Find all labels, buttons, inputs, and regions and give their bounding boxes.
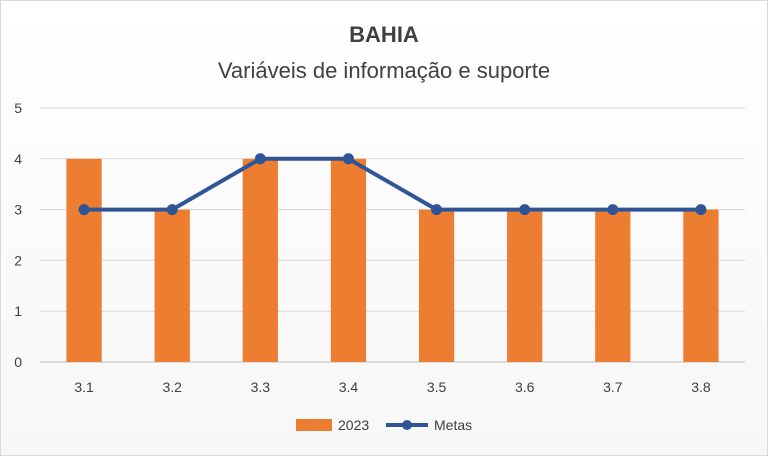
- bar-3.3: [242, 158, 278, 362]
- legend: 2023 Metas: [296, 417, 472, 433]
- point-metas-3.7: [607, 204, 619, 216]
- point-metas-3.1: [78, 204, 90, 216]
- point-metas-3.5: [431, 204, 443, 216]
- y-tick-label: 1: [14, 303, 22, 319]
- chart-subtitle: Variáveis de informação e suporte: [218, 58, 550, 83]
- x-axis-ticks: 3.1 3.2 3.3 3.4 3.5 3.6 3.7 3.8: [74, 379, 711, 395]
- point-metas-3.8: [695, 204, 707, 216]
- y-tick-label: 3: [14, 202, 22, 218]
- y-tick-label: 5: [14, 100, 22, 116]
- legend-marker-metas: [402, 420, 412, 430]
- bar-3.4: [330, 158, 367, 362]
- y-axis-ticks: 0 1 2 3 4 5: [14, 100, 22, 370]
- bar-3.6: [507, 209, 543, 362]
- x-tick-label: 3.5: [427, 379, 447, 395]
- bar-3.8: [683, 209, 719, 362]
- x-tick-label: 3.8: [691, 379, 711, 395]
- legend-label-2023: 2023: [338, 417, 369, 433]
- legend-label-metas: Metas: [434, 417, 472, 433]
- y-tick-label: 2: [14, 252, 22, 268]
- line-series: [78, 153, 707, 216]
- y-tick-label: 4: [14, 151, 22, 167]
- x-tick-label: 3.1: [74, 379, 94, 395]
- point-metas-3.4: [342, 153, 354, 165]
- point-metas-3.2: [166, 204, 178, 216]
- gridlines: [40, 107, 745, 363]
- bar-series: [66, 158, 719, 362]
- x-tick-label: 3.2: [162, 379, 182, 395]
- x-tick-label: 3.3: [251, 379, 271, 395]
- point-metas-3.3: [254, 153, 266, 165]
- y-tick-label: 0: [14, 354, 22, 370]
- chart-title: BAHIA: [349, 22, 419, 47]
- point-metas-3.6: [519, 204, 531, 216]
- bar-3.5: [418, 209, 455, 362]
- line-metas: [84, 156, 701, 212]
- legend-swatch-2023: [296, 419, 332, 431]
- bar-3.1: [66, 158, 102, 362]
- x-tick-label: 3.6: [515, 379, 535, 395]
- x-tick-label: 3.4: [339, 379, 359, 395]
- x-tick-label: 3.7: [603, 379, 623, 395]
- bar-3.2: [154, 209, 190, 362]
- bar-3.7: [595, 209, 631, 362]
